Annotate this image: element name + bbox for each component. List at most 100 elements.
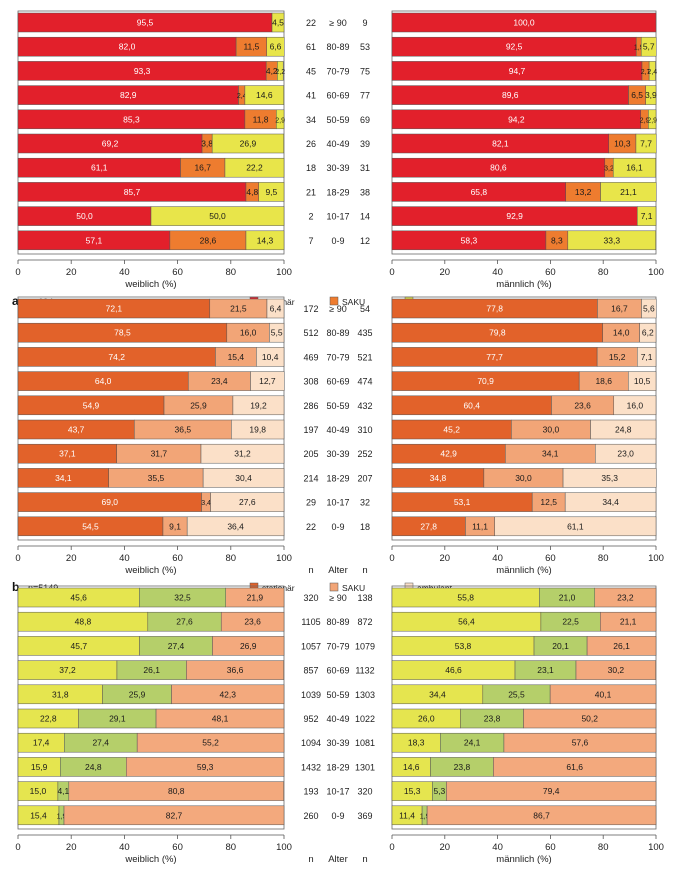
n-female: 197 (303, 425, 318, 435)
bar-female-3 (266, 36, 285, 57)
data-label: 21,9 (247, 593, 264, 603)
data-label: 27,6 (239, 497, 256, 507)
data-label: 3,8 (201, 139, 213, 149)
data-label: 85,3 (123, 114, 140, 124)
panel-letter: b (12, 580, 19, 594)
n-female: 260 (303, 811, 318, 821)
data-label: 78,5 (114, 328, 131, 338)
data-label: 16,7 (611, 304, 628, 314)
n-male: 9 (362, 18, 367, 28)
data-label: 21,0 (559, 593, 576, 603)
data-label: 69,0 (101, 497, 118, 507)
bar-female-3 (200, 443, 285, 464)
age-group: 30-39 (326, 738, 349, 748)
data-label: 46,6 (445, 665, 462, 675)
x-tick-label: 0 (15, 267, 20, 278)
bar-male-3 (637, 347, 657, 367)
data-label: 3,9 (645, 90, 657, 100)
n-female: 1094 (301, 738, 321, 748)
data-label: 79,4 (543, 786, 560, 796)
data-label: 36,4 (227, 521, 244, 531)
data-label: 23,8 (484, 714, 501, 724)
data-label: 12,7 (259, 376, 276, 386)
data-label: 4,2 (266, 66, 278, 76)
plot-frame-male (391, 585, 657, 830)
plot-frame-male (391, 296, 657, 541)
data-label: 11,1 (472, 521, 488, 531)
data-label: 29,1 (109, 714, 126, 724)
data-label: 4,1 (57, 786, 69, 796)
age-group: 10-17 (326, 787, 349, 797)
data-label: 10,5 (634, 376, 651, 386)
data-label: 12,5 (540, 497, 557, 507)
age-group: 0-9 (331, 811, 344, 821)
data-label: 2,7 (641, 69, 651, 76)
n-male: 369 (357, 811, 372, 821)
x-tick-label: 100 (648, 553, 664, 564)
data-label: 3,2 (604, 166, 614, 173)
age-group: 60-69 (326, 666, 349, 676)
data-label: 11,4 (399, 810, 415, 820)
data-label: 42,3 (219, 689, 236, 699)
data-label: 70,9 (477, 376, 494, 386)
bar-male-3 (549, 684, 657, 705)
data-label: 33,3 (604, 235, 621, 245)
n-male: 320 (357, 787, 372, 797)
data-label: 34,1 (55, 473, 72, 483)
n-male: 32 (360, 498, 370, 508)
x-axis-title-female: weiblich (%) (124, 279, 176, 290)
x-tick-label: 80 (226, 267, 237, 278)
bar-female-3 (269, 322, 285, 343)
data-label: 27,8 (420, 521, 437, 531)
n-female: 7 (308, 236, 313, 246)
data-label: 7,1 (641, 211, 653, 221)
legend-label-2: SAKU (342, 297, 365, 307)
age-group: 18-29 (326, 187, 349, 197)
bar-male-3 (523, 708, 657, 729)
plot-frame-female (17, 585, 285, 830)
data-label: 64,0 (95, 376, 112, 386)
n-female: 1057 (301, 641, 321, 651)
age-group: 18-29 (326, 473, 349, 483)
data-label: 30,0 (543, 425, 560, 435)
age-group: ≥ 90 (329, 593, 346, 603)
data-label: 21,1 (620, 187, 637, 197)
data-label: 19,8 (249, 425, 266, 435)
bar-female-3 (210, 492, 285, 512)
x-tick-label: 80 (598, 553, 609, 564)
data-label: 48,1 (212, 714, 229, 724)
bar-male-3 (613, 395, 657, 416)
bar-male-3 (503, 732, 657, 753)
data-label: 77,8 (486, 304, 503, 314)
bar-female-3 (212, 636, 285, 656)
data-label: 6,5 (631, 90, 643, 100)
x-tick-label: 40 (119, 267, 130, 278)
x-axis-title-male: männlich (%) (496, 565, 551, 576)
bar-male-3 (426, 805, 657, 826)
bar-male-1 (391, 12, 657, 33)
data-label: 55,2 (202, 738, 219, 748)
n-female: 34 (306, 115, 316, 125)
col-header-n-male: n (362, 565, 367, 576)
data-label: 16,1 (626, 163, 643, 173)
data-label: 1,9 (634, 45, 644, 52)
n-male: 1081 (355, 738, 375, 748)
data-label: 50,0 (76, 211, 93, 221)
x-tick-label: 60 (172, 553, 183, 564)
bar-male-3 (639, 322, 657, 343)
n-female: 29 (306, 498, 316, 508)
data-label: 23,6 (244, 617, 261, 627)
n-male: 521 (357, 352, 372, 362)
data-label: 50,2 (581, 714, 598, 724)
age-group: 40-49 (326, 139, 349, 149)
data-label: 24,1 (464, 738, 481, 748)
data-label: 3,4 (201, 500, 211, 507)
data-label: 31,7 (151, 449, 168, 459)
x-tick-label: 60 (545, 842, 556, 853)
x-tick-label: 100 (648, 842, 664, 853)
data-label: 17,4 (33, 738, 50, 748)
data-label: 34,4 (602, 497, 619, 507)
data-label: 58,3 (461, 235, 478, 245)
age-group: 40-49 (326, 714, 349, 724)
bar-female-3 (186, 660, 284, 680)
